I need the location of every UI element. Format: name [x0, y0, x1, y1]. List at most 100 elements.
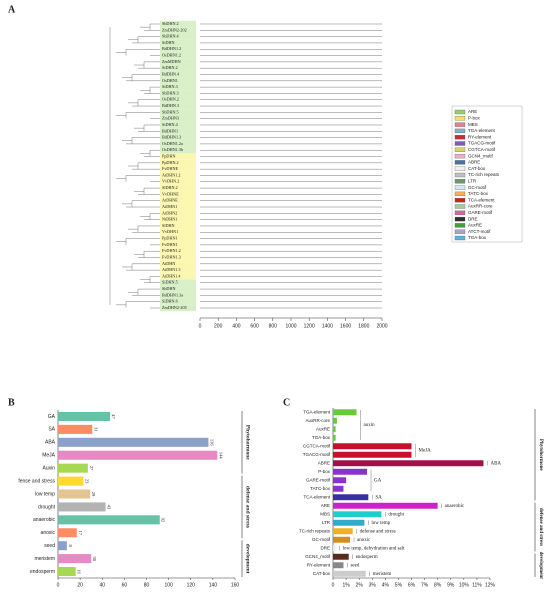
- bar: [333, 519, 365, 526]
- legend-swatch: [454, 116, 466, 121]
- bar: [333, 485, 344, 492]
- y-tick-label: CAT-box: [313, 571, 331, 576]
- y-tick-label: TC-rich repeats: [299, 528, 331, 533]
- bar: [58, 489, 91, 499]
- value-label: 29: [91, 492, 96, 497]
- name-shade: [160, 96, 196, 103]
- group-label: development: [245, 544, 251, 574]
- y-tick-label: CGTCA-motif: [303, 443, 331, 448]
- gene-name: FvDHN1: [162, 242, 178, 247]
- y-tick-label: RY-element: [307, 562, 331, 567]
- x-tick-label: 0: [332, 582, 335, 588]
- panel-label: A: [8, 4, 16, 15]
- bar: [333, 494, 369, 501]
- gene-name: NtDHN1: [162, 217, 177, 222]
- gene-name: ZmMDHN: [162, 59, 181, 64]
- x-tick-label: 600: [250, 323, 259, 329]
- legend-label: TCA-element: [468, 197, 495, 202]
- name-shade: [160, 266, 196, 274]
- gene-name: ZmDHN2-202: [162, 27, 187, 32]
- value-label: 47: [111, 414, 116, 419]
- legend-swatch: [454, 179, 466, 184]
- gene-name: OsDHN.2: [162, 97, 179, 102]
- legend-swatch: [454, 185, 466, 190]
- annotation: auxin: [364, 423, 376, 428]
- legend-label: ABRE: [468, 160, 480, 165]
- gene-name: SiDHN.4: [162, 122, 179, 127]
- bar: [333, 502, 438, 509]
- gene-name: AtDHNE: [162, 198, 178, 203]
- legend-label: RY-element: [468, 134, 492, 139]
- legend-box: [451, 105, 523, 243]
- value-label: 8: [68, 545, 73, 548]
- gene-name: SbDHN.4: [162, 34, 180, 39]
- x-tick-label: 9%: [447, 582, 455, 588]
- bar: [58, 554, 92, 564]
- legend-label: MBS: [468, 122, 478, 127]
- legend-swatch: [454, 235, 466, 241]
- x-tick-label: 200: [214, 323, 223, 329]
- x-tick-label: 3%: [369, 582, 377, 588]
- gene-name: BdDHN1.3a: [162, 292, 183, 297]
- name-shade: [160, 147, 196, 154]
- x-tick-label: 1800: [358, 323, 369, 329]
- bar: [58, 567, 76, 577]
- x-tick-label: 12%: [485, 582, 496, 588]
- x-tick-label: 5%: [395, 582, 403, 588]
- gene-name: SiDHN.3: [162, 84, 178, 89]
- name-shade: [160, 254, 196, 261]
- name-shade: [160, 178, 196, 185]
- y-tick-label: TCA-element: [303, 494, 330, 499]
- x-tick-label: 800: [269, 323, 278, 329]
- x-tick-label: 140: [209, 582, 218, 588]
- legend-swatch: [454, 223, 466, 228]
- name-shade: [160, 115, 196, 122]
- annotation: MeJA: [419, 449, 432, 454]
- value-label: 144: [218, 452, 223, 460]
- annotation: GA: [374, 478, 382, 483]
- legend-label: CAT-box: [468, 166, 486, 171]
- name-shade: [160, 191, 196, 198]
- gene-name: SiDHN: [162, 40, 175, 45]
- y-tick-label: endosperm: [30, 569, 55, 575]
- gene-name: AtDHN1.4: [162, 273, 181, 278]
- x-tick-label: 2000: [376, 323, 387, 329]
- y-tick-label: ARE: [321, 503, 330, 508]
- y-tick-label: GARE-motif: [306, 477, 331, 482]
- x-tick-label: 6%: [408, 582, 416, 588]
- name-shade: [160, 172, 196, 179]
- x-tick-label: 4%: [382, 582, 390, 588]
- legend-label: LTR: [468, 178, 477, 183]
- name-shade: [160, 109, 196, 116]
- y-tick-label: SA: [48, 427, 55, 433]
- gene-name: SbDHN.5: [162, 109, 179, 114]
- legend-label: GARE-motif: [468, 210, 493, 215]
- annotation: anaerobic: [445, 504, 465, 509]
- gene-name: VvDHN.2: [162, 179, 179, 184]
- bar: [333, 528, 353, 535]
- gene-name: BdDHN.3: [162, 103, 179, 108]
- y-tick-label: DRE: [320, 545, 330, 550]
- bar: [333, 409, 357, 416]
- y-tick-label: fense and stress: [18, 478, 55, 484]
- legend-swatch: [454, 198, 466, 203]
- gene-name: BdDHN1: [162, 128, 178, 133]
- bar: [58, 411, 110, 421]
- annotation: SA: [375, 495, 382, 500]
- bar: [333, 562, 344, 569]
- bar: [333, 536, 351, 543]
- bar: [58, 463, 88, 473]
- name-shade: [160, 222, 196, 230]
- gene-name: OsDHN1: [162, 78, 178, 83]
- name-shade: [160, 121, 196, 129]
- name-shade: [160, 153, 196, 160]
- gene-name: SiDHN.5: [162, 280, 178, 285]
- name-shade: [160, 216, 196, 223]
- name-shade: [160, 279, 196, 286]
- bar: [333, 545, 336, 552]
- bar: [58, 528, 77, 538]
- legend-label: GC-motif: [468, 185, 487, 190]
- legend-swatch: [454, 128, 466, 134]
- y-tick-label: GCN4_motif: [305, 554, 331, 559]
- name-shade: [160, 166, 196, 173]
